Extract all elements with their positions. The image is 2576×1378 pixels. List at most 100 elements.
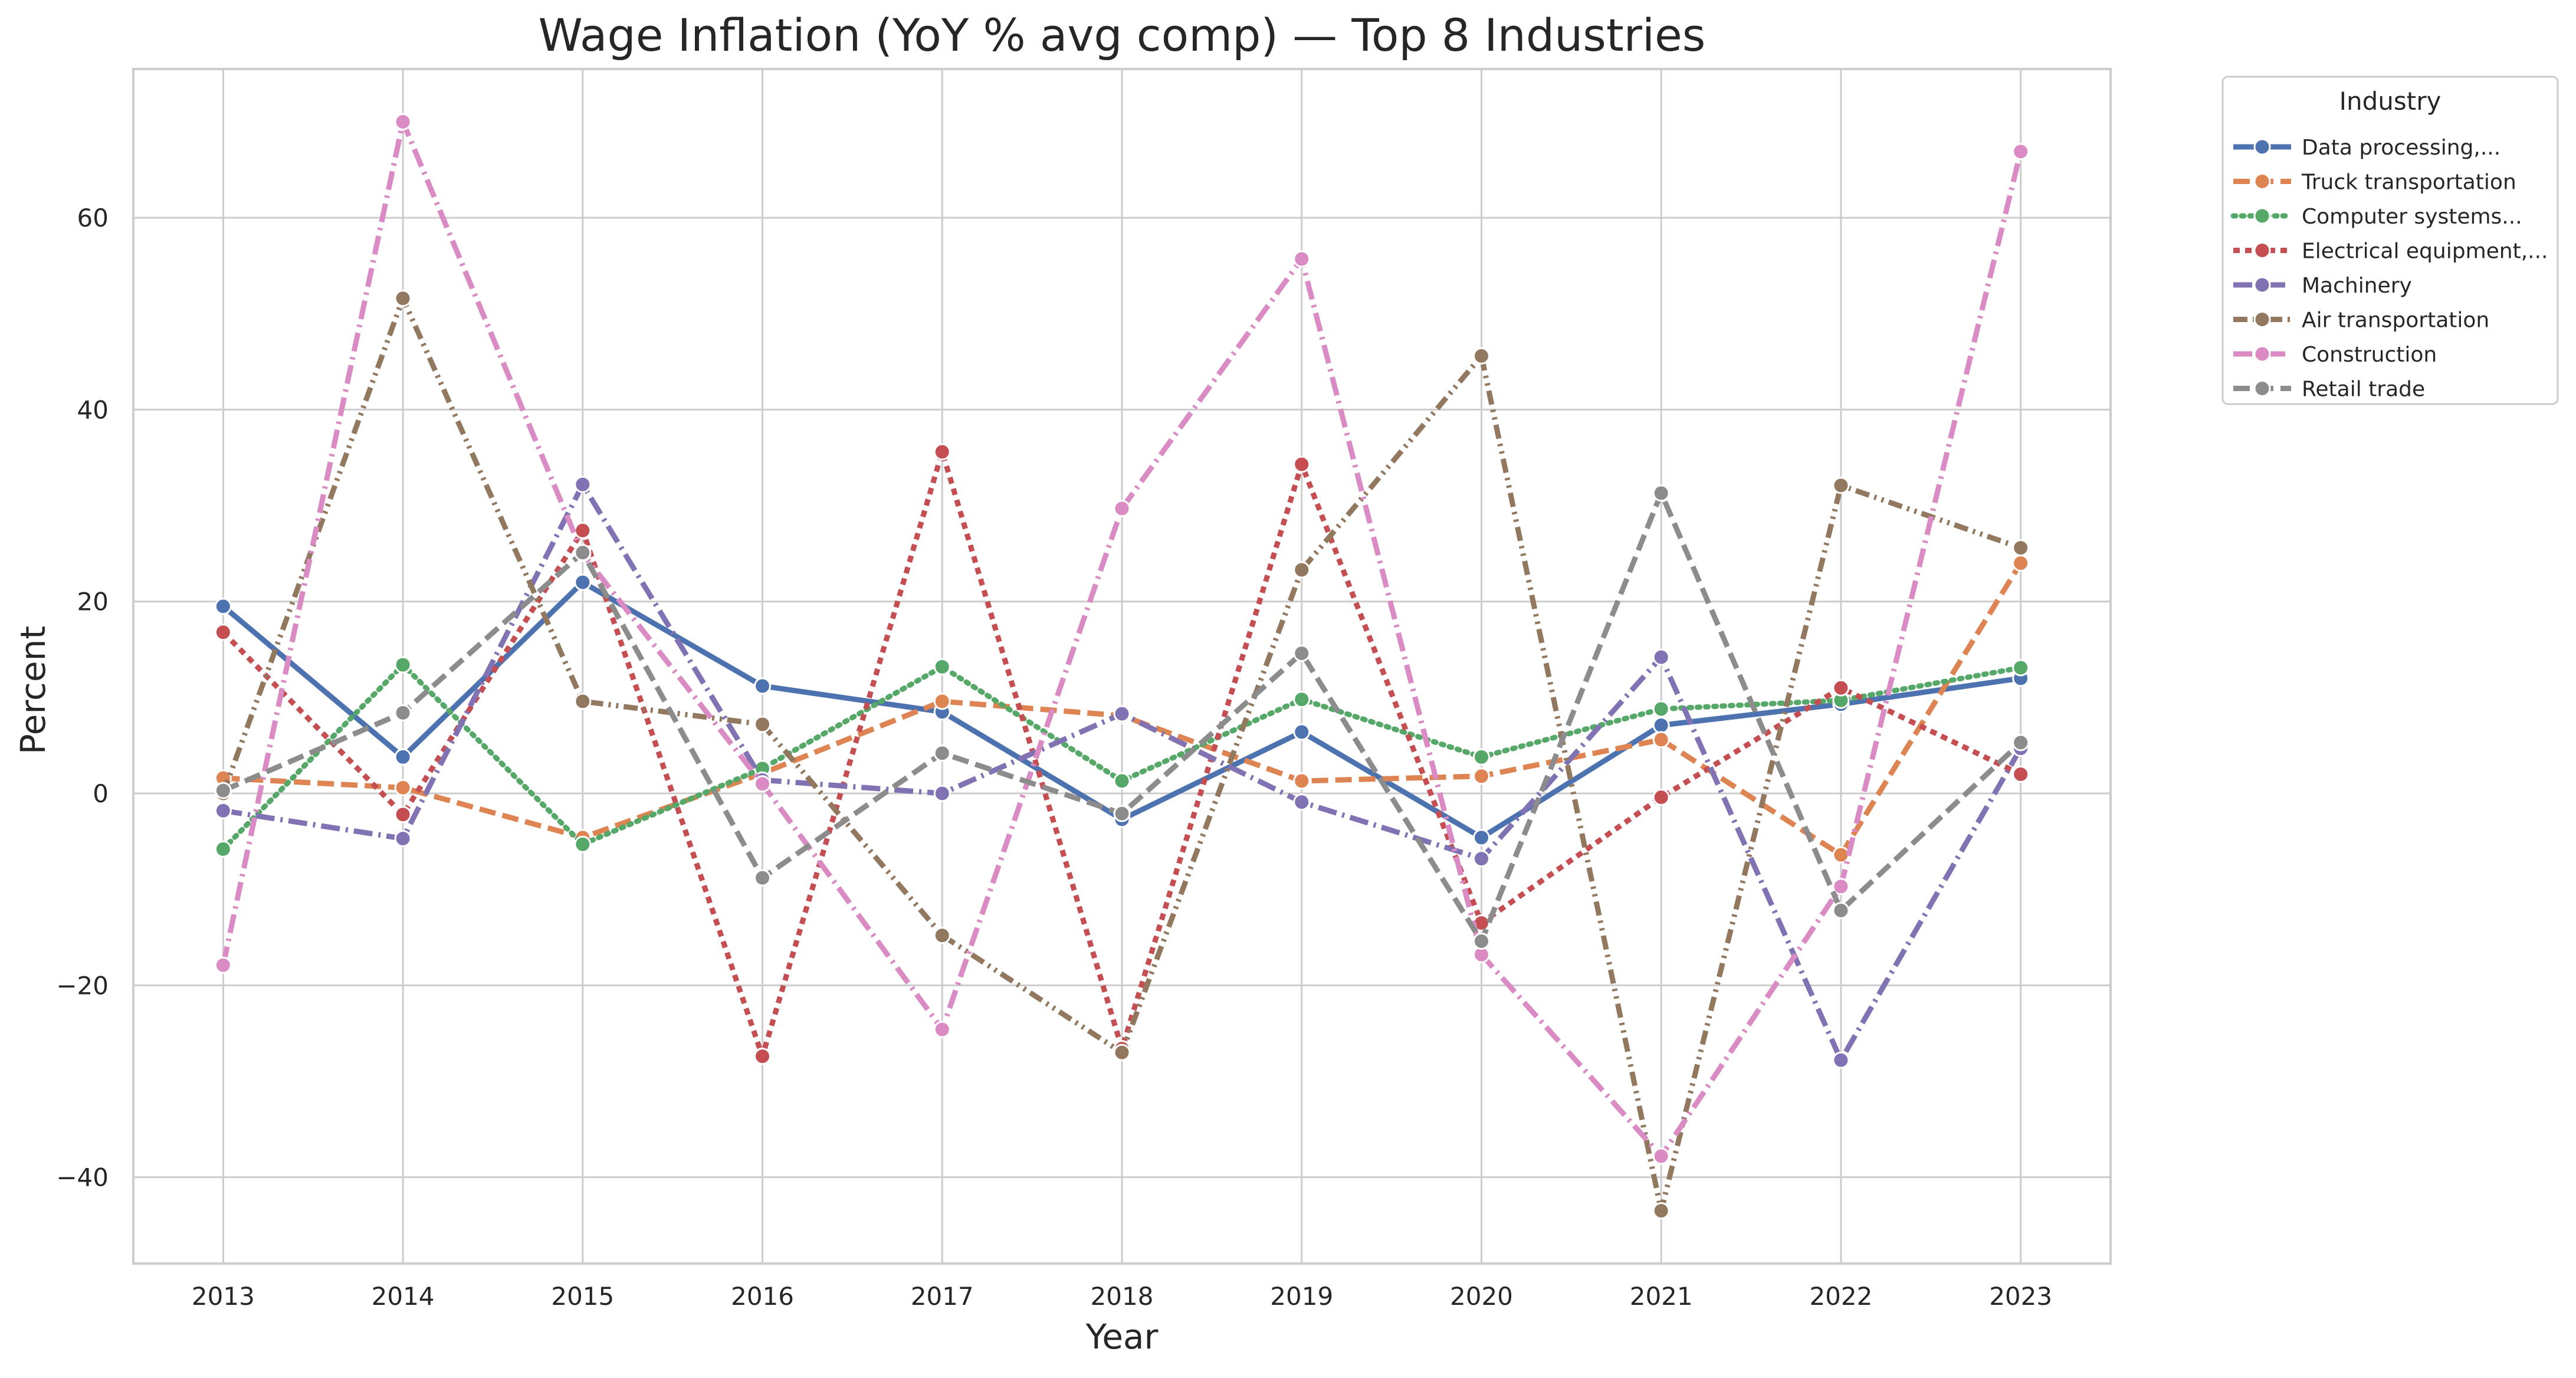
data-point: [1113, 1044, 1131, 1061]
data-point: [933, 658, 951, 675]
data-point: [1113, 500, 1131, 517]
data-point: [1652, 648, 1670, 666]
data-point: [2012, 555, 2030, 572]
data-point: [394, 656, 412, 674]
legend-marker: [2253, 276, 2271, 294]
y-tick-label: 60: [77, 204, 109, 232]
data-point: [574, 544, 592, 562]
legend-label: Truck transportation: [2301, 170, 2516, 195]
y-tick-label: 20: [77, 588, 109, 616]
data-point: [574, 521, 592, 539]
data-point: [1472, 767, 1490, 785]
data-point: [1472, 748, 1490, 766]
y-tick-label: −40: [56, 1163, 109, 1192]
y-axis-label: Percent: [13, 626, 53, 754]
legend-items: Data processing,... Truck transportation C…: [2230, 136, 2548, 402]
legend-marker: [2253, 242, 2271, 259]
data-point: [754, 775, 772, 793]
data-point: [214, 840, 232, 858]
data-point: [1472, 347, 1490, 365]
data-point: [2012, 659, 2030, 677]
data-point: [933, 443, 951, 461]
data-point: [574, 475, 592, 493]
data-point: [754, 869, 772, 887]
x-tick-label: 2021: [1630, 1282, 1693, 1311]
legend: Industry Data processing,... Truck transp…: [2221, 76, 2559, 405]
x-tick-label: 2017: [911, 1282, 974, 1311]
data-point: [1652, 1147, 1670, 1165]
data-point: [394, 113, 412, 130]
data-point: [214, 956, 232, 974]
legend-label: Retail trade: [2302, 378, 2425, 402]
data-point: [1293, 561, 1311, 579]
data-point: [394, 704, 412, 721]
x-tick-label: 2020: [1450, 1282, 1513, 1311]
chart-title: Wage Inflation (YoY % avg comp) — Top 8 …: [539, 9, 1706, 61]
data-point: [214, 624, 232, 641]
data-point: [1293, 793, 1311, 811]
data-point: [1293, 250, 1311, 268]
data-point: [1113, 805, 1131, 822]
legend-marker: [2253, 138, 2271, 156]
legend-label: Electrical equipment,...: [2302, 239, 2548, 264]
y-tick-label: −20: [56, 971, 109, 1000]
data-point: [933, 785, 951, 802]
x-tick-label: 2022: [1809, 1282, 1872, 1311]
legend-label: Computer systems...: [2302, 205, 2522, 229]
legend-marker: [2253, 207, 2271, 225]
data-point: [1652, 700, 1670, 718]
data-point: [2012, 734, 2030, 752]
legend-marker: [2253, 380, 2271, 397]
data-point: [1472, 932, 1490, 950]
data-point: [394, 748, 412, 766]
legend-title: Industry: [2339, 87, 2442, 116]
legend-frame: [2221, 76, 2559, 405]
data-point: [394, 829, 412, 847]
data-point: [574, 573, 592, 591]
data-point: [933, 927, 951, 944]
x-tick-label: 2019: [1270, 1282, 1333, 1311]
x-axis-label: Year: [1085, 1317, 1159, 1357]
data-point: [754, 716, 772, 733]
plot-area: 2013 2014 2015 2016 2017 2018 2019 2020 2021 2022…: [56, 68, 2112, 1311]
data-point: [214, 802, 232, 819]
data-point: [1293, 691, 1311, 708]
x-tick-label: 2014: [372, 1282, 435, 1311]
data-point: [214, 782, 232, 799]
plot-frame: [132, 68, 2112, 1265]
data-point: [933, 744, 951, 762]
data-point: [2012, 539, 2030, 557]
legend-marker: [2253, 311, 2271, 328]
data-point: [1652, 731, 1670, 749]
data-point: [1472, 850, 1490, 868]
data-point: [394, 290, 412, 307]
data-point: [394, 779, 412, 796]
data-point: [394, 806, 412, 823]
legend-label: Construction: [2302, 343, 2437, 367]
legend-label: Air transportation: [2302, 309, 2489, 333]
x-tick-label: 2013: [192, 1282, 255, 1311]
x-tick-label: 2018: [1091, 1282, 1154, 1311]
legend-label: Data processing,...: [2302, 136, 2500, 160]
data-point: [754, 1048, 772, 1065]
data-point: [754, 677, 772, 695]
data-point: [1293, 772, 1311, 790]
data-point: [1293, 455, 1311, 473]
data-point: [1652, 789, 1670, 806]
data-point: [1652, 484, 1670, 502]
data-point: [1832, 1051, 1850, 1069]
data-point: [1293, 723, 1311, 741]
data-point: [574, 693, 592, 710]
data-point: [1113, 772, 1131, 790]
data-point: [1652, 717, 1670, 734]
x-tick-label: 2023: [1989, 1282, 2052, 1311]
data-point: [2012, 765, 2030, 783]
data-point: [1652, 1202, 1670, 1220]
data-point: [1832, 477, 1850, 494]
data-point: [1113, 705, 1131, 723]
data-point: [933, 1021, 951, 1038]
data-point: [1832, 901, 1850, 919]
x-tick-label: 2015: [551, 1282, 614, 1311]
